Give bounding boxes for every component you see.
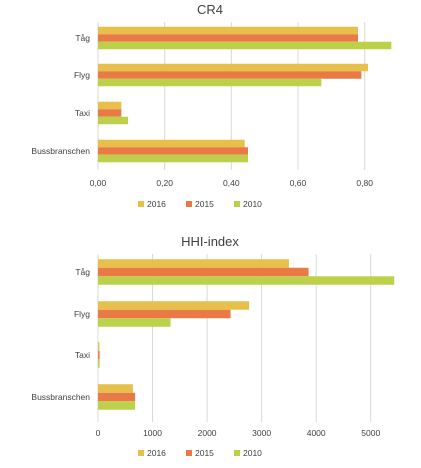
bar-2010 — [98, 116, 128, 125]
x-tick-label: 4000 — [307, 428, 326, 438]
bar-2016 — [98, 384, 133, 393]
bar-2015 — [98, 109, 122, 117]
x-tick-label: 0,80 — [356, 178, 373, 188]
category-label: Bussbranschen — [31, 146, 90, 156]
bar-2010 — [98, 276, 395, 285]
bar-2010 — [98, 318, 171, 327]
x-tick-label: 0,00 — [90, 178, 107, 188]
legend-swatch — [234, 201, 240, 207]
x-tick-label: 5000 — [361, 428, 380, 438]
bar-2016 — [98, 63, 368, 72]
legend-label: 2015 — [195, 448, 214, 458]
chart-title: HHI-index — [181, 234, 239, 249]
bar-2010 — [98, 41, 392, 50]
bar-2010 — [98, 78, 322, 87]
x-tick-label: 0 — [96, 428, 101, 438]
legend-swatch — [186, 450, 192, 456]
bar-2016 — [98, 301, 250, 310]
x-tick-label: 0,40 — [223, 178, 240, 188]
hhi-chart: HHI-index 0 1000 2000 3000 4000 5000 Tåg Flyg Tax… — [31, 234, 395, 458]
bar-2015 — [98, 267, 309, 277]
category-label: Taxi — [75, 108, 90, 118]
legend-swatch — [186, 201, 192, 207]
bar-2016 — [98, 342, 100, 351]
cr4-chart: CR4 0,00 0,20 0,40 0,60 0,80 Tåg Flyg Taxi Bussbr… — [31, 2, 392, 209]
legend-swatch — [138, 201, 144, 207]
legend-label: 2010 — [243, 199, 262, 209]
category-label: Tåg — [75, 33, 90, 43]
bar-2010 — [98, 359, 100, 368]
chart-title: CR4 — [197, 2, 223, 17]
category-label: Tåg — [75, 267, 90, 277]
category-label: Taxi — [75, 350, 90, 360]
x-tick-label: 0,20 — [156, 178, 173, 188]
legend-swatch — [234, 450, 240, 456]
category-label: Flyg — [74, 70, 90, 80]
bar-2015 — [98, 34, 358, 42]
bar-2016 — [98, 101, 122, 110]
bar-2015 — [98, 392, 136, 402]
bar-2010 — [98, 154, 248, 163]
bar-2015 — [98, 309, 231, 319]
bar-2010 — [98, 401, 136, 410]
x-tick-label: 3000 — [252, 428, 271, 438]
x-tick-label: 2000 — [198, 428, 217, 438]
bar-2016 — [98, 26, 358, 35]
legend-label: 2010 — [243, 448, 262, 458]
category-label: Bussbranschen — [31, 392, 90, 402]
bar-2016 — [98, 139, 245, 148]
category-label: Flyg — [74, 309, 90, 319]
bar-2015 — [98, 71, 362, 79]
legend-swatch — [138, 450, 144, 456]
x-tick-label: 1000 — [143, 428, 162, 438]
x-tick-label: 0,60 — [290, 178, 307, 188]
legend-label: 2016 — [147, 448, 166, 458]
bar-2016 — [98, 259, 289, 268]
legend-label: 2015 — [195, 199, 214, 209]
legend-label: 2016 — [147, 199, 166, 209]
bar-2015 — [98, 350, 100, 360]
bar-2015 — [98, 147, 248, 155]
